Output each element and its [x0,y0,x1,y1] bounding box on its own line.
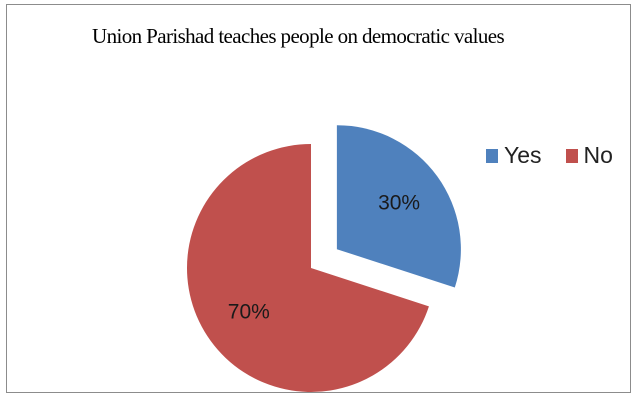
pie-data-labels: 30% 70% [228,192,420,324]
legend-item-no: No [565,142,613,169]
chart-title: Union Parishad teaches people on democra… [92,24,505,48]
pie-slices [186,125,461,392]
legend-label-yes: Yes [504,142,542,168]
data-label-yes: 30% [378,192,420,215]
legend-item-yes: Yes [486,142,542,169]
legend-label-no: No [583,142,613,168]
data-label-no: 70% [228,301,270,324]
pie-slice-no [186,144,429,392]
legend-swatch-yes [486,148,498,163]
legend-swatch-no [565,148,578,163]
pie-slice-yes [336,125,461,288]
legend: Yes No [486,142,637,169]
